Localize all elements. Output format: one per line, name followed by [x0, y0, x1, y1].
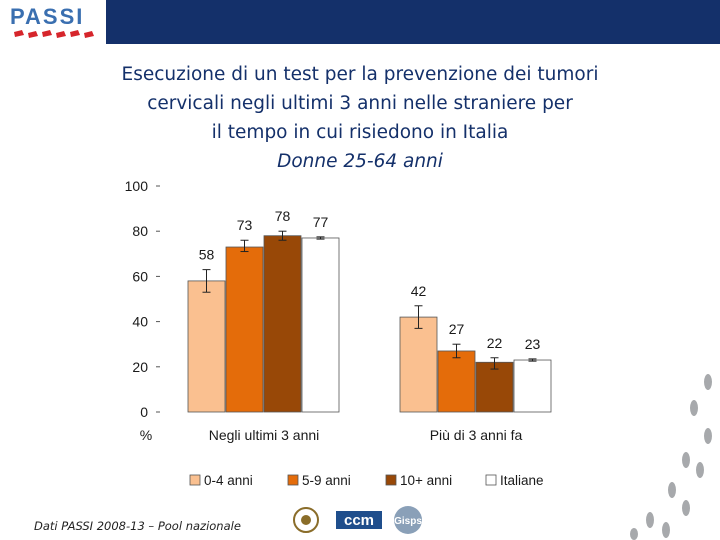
legend-swatch [287, 474, 299, 486]
bar [301, 237, 340, 413]
y-tick-label: 60 [132, 268, 148, 284]
legend-swatch [385, 474, 397, 486]
bar [475, 361, 514, 413]
y-tick-label: 20 [132, 359, 148, 375]
data-label: 58 [199, 247, 215, 263]
y-tick-label: 80 [132, 223, 148, 239]
data-label: 77 [313, 214, 329, 230]
legend-label: Italiane [500, 473, 544, 488]
legend-swatch [485, 474, 497, 486]
header-bar [106, 0, 720, 44]
bar [263, 235, 302, 413]
title-line-1: Esecuzione di un test per la prevenzione… [121, 64, 599, 85]
y-axis-label: % [140, 427, 152, 443]
bar [187, 280, 226, 413]
ccm-logo-text: ccm [344, 512, 374, 529]
data-label: 42 [411, 283, 427, 299]
legend-swatch [189, 474, 201, 486]
y-tick-label: 0 [140, 404, 148, 420]
title-line-2: cervicali negli ultimi 3 anni nelle stra… [147, 93, 573, 114]
legend-label: 10+ anni [400, 473, 452, 488]
bar [437, 350, 476, 413]
legend-label: 0-4 anni [204, 473, 253, 488]
bar [225, 246, 264, 413]
data-label: 22 [487, 335, 503, 351]
y-tick-label: 100 [125, 178, 149, 194]
data-label: 78 [275, 208, 291, 224]
bar-chart: 0 20 40 60 80 100% 58 73 78 77 Negli ultimi 3 anni… [125, 178, 552, 488]
passi-logo-text: PASSI [10, 4, 84, 29]
gisps-logo-text: Gisps [394, 516, 422, 527]
y-tick-label: 40 [132, 314, 148, 330]
category-label: Negli ultimi 3 anni [209, 427, 320, 443]
passi-logo: PASSI [10, 4, 94, 38]
title-line-3: il tempo in cui risiedono in Italia [211, 122, 509, 143]
footprints-decoration [630, 374, 712, 540]
gisps-logo: Gisps [394, 506, 422, 534]
bar [399, 316, 438, 413]
ccm-logo: ccm [336, 511, 382, 529]
source-note: Dati PASSI 2008-13 – Pool nazionale [34, 519, 241, 533]
data-label: 23 [525, 336, 541, 352]
data-label: 27 [449, 321, 465, 337]
bar [513, 359, 552, 413]
footstep-marks [14, 30, 94, 38]
chart-subtitle: Donne 25-64 anni [277, 151, 443, 172]
partner-logos: ccm Gisps [293, 506, 422, 534]
chart-title: Esecuzione di un test per la prevenzione… [60, 60, 660, 176]
category-label: Più di 3 anni fa [430, 427, 523, 443]
data-label: 73 [237, 217, 253, 233]
iss-seal-logo [293, 507, 319, 533]
legend-label: 5-9 anni [302, 473, 351, 488]
